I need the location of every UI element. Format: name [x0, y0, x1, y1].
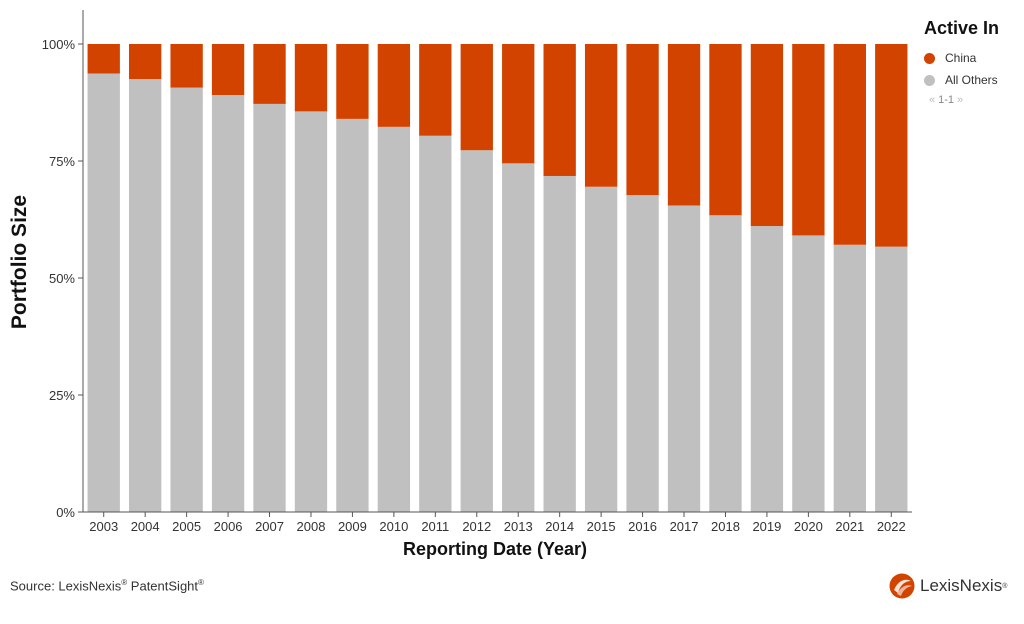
y-tick-labels: 0% 25% 50% 75% 100% [42, 37, 76, 520]
bar-all-others-2021[interactable] [833, 244, 866, 512]
bar-all-others-2022[interactable] [875, 246, 908, 513]
bar-all-others-2020[interactable] [792, 235, 825, 513]
bar-china-2005[interactable] [170, 44, 203, 88]
y-tick-label: 75% [49, 154, 75, 169]
legend-item-china[interactable]: China [924, 47, 1020, 69]
x-axis-label: Reporting Date (Year) [403, 539, 587, 559]
bar-china-2010[interactable] [377, 44, 411, 127]
bar-china-2009[interactable] [336, 44, 369, 119]
x-tick-label: 2016 [628, 519, 657, 534]
bar-china-2017[interactable] [667, 44, 701, 206]
bar-all-others-2003[interactable] [87, 73, 120, 512]
lexisnexis-logo: LexisNexis ® [888, 572, 1007, 600]
x-tick-label: 2011 [421, 519, 449, 534]
x-tick-label: 2004 [131, 519, 160, 534]
bar-china-2006[interactable] [211, 44, 245, 96]
china-swatch-icon [924, 52, 935, 64]
bar-china-2019[interactable] [750, 44, 784, 227]
legend-pager: « 1-1 » [926, 91, 1020, 109]
x-tick-label: 2008 [297, 519, 326, 534]
bar-all-others-2011[interactable] [419, 135, 452, 512]
bar-china-2014[interactable] [543, 44, 576, 176]
y-tick-label: 25% [49, 388, 75, 403]
source-note: Source: LexisNexis® PatentSight® [10, 578, 204, 594]
x-tick-label: 2013 [504, 519, 533, 534]
bar-all-others-2012[interactable] [460, 150, 493, 512]
x-tick-label: 2021 [835, 519, 864, 534]
legend-pager-label: 1-1 [938, 94, 955, 106]
y-tick-label: 0% [56, 505, 75, 520]
bar-all-others-2017[interactable] [667, 205, 701, 512]
legend: Active In China All Others « 1-1 » [924, 18, 1020, 109]
bar-china-2008[interactable] [294, 44, 328, 112]
y-axis-label: Portfolio Size [8, 195, 31, 329]
x-tick-label: 2007 [255, 519, 284, 534]
x-tick-labels: 2003 2004 2005 2006 2007 2008 2009 2010 2011 2012… [89, 519, 905, 534]
bars [87, 44, 908, 513]
bar-china-2018[interactable] [709, 44, 742, 216]
x-tick-label: 2014 [545, 519, 574, 534]
lexisnexis-emblem-icon [889, 573, 915, 599]
bar-all-others-2008[interactable] [294, 111, 328, 512]
x-tick-label: 2015 [587, 519, 616, 534]
bar-china-2020[interactable] [792, 44, 825, 236]
bar-china-2021[interactable] [833, 44, 866, 245]
bar-all-others-2009[interactable] [336, 118, 369, 512]
x-tick-label: 2018 [711, 519, 740, 534]
legend-title: Active In [924, 18, 1000, 38]
bar-all-others-2019[interactable] [750, 226, 784, 512]
bar-all-others-2016[interactable] [626, 195, 659, 512]
brand-name: LexisNexis [920, 576, 1003, 595]
bar-china-2004[interactable] [129, 44, 162, 80]
x-tick-label: 2010 [379, 519, 408, 534]
bar-all-others-2007[interactable] [253, 103, 286, 513]
x-tick-label: 2006 [214, 519, 243, 534]
bar-china-2016[interactable] [626, 44, 659, 196]
bar-all-others-2010[interactable] [377, 126, 411, 512]
all-others-swatch-icon [924, 74, 935, 86]
pager-prev-icon[interactable]: « [929, 94, 936, 106]
bar-china-2015[interactable] [584, 44, 618, 187]
bar-china-2013[interactable] [502, 44, 535, 164]
axes [78, 10, 912, 517]
y-tick-label: 50% [49, 271, 75, 286]
bar-china-2003[interactable] [87, 44, 120, 74]
bar-china-2011[interactable] [419, 44, 452, 136]
legend-label-china: China [945, 51, 977, 65]
pager-next-icon[interactable]: » [957, 94, 964, 106]
bar-all-others-2013[interactable] [502, 163, 535, 512]
x-tick-label: 2020 [794, 519, 823, 534]
bar-china-2007[interactable] [253, 44, 286, 104]
legend-item-all-others[interactable]: All Others [924, 69, 1020, 91]
bar-all-others-2005[interactable] [170, 87, 203, 513]
x-tick-label: 2009 [338, 519, 367, 534]
bar-all-others-2004[interactable] [129, 79, 162, 512]
bar-all-others-2014[interactable] [543, 175, 576, 512]
x-tick-label: 2003 [89, 519, 118, 534]
x-tick-label: 2019 [752, 519, 781, 534]
bar-china-2022[interactable] [875, 44, 908, 247]
legend-label-all-others: All Others [945, 73, 998, 87]
bar-china-2012[interactable] [460, 44, 493, 151]
x-tick-label: 2017 [670, 519, 699, 534]
x-tick-label: 2005 [172, 519, 201, 534]
bar-all-others-2015[interactable] [584, 186, 618, 513]
y-tick-label: 100% [42, 37, 76, 52]
bar-all-others-2018[interactable] [709, 215, 742, 512]
x-tick-label: 2022 [877, 519, 906, 534]
bar-all-others-2006[interactable] [211, 95, 245, 513]
x-tick-label: 2012 [462, 519, 491, 534]
